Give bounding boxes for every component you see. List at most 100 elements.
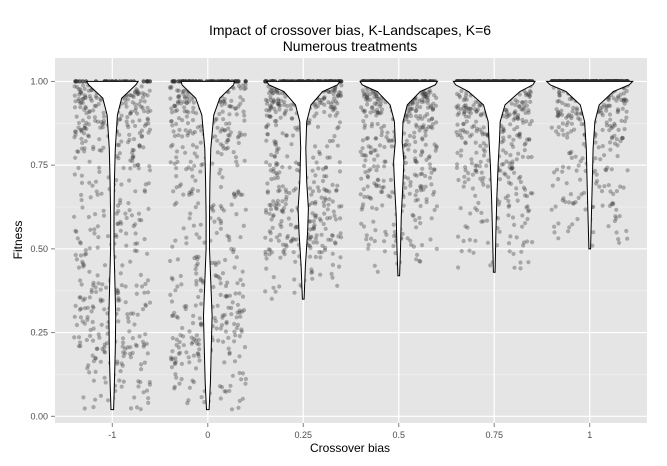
data-point [131, 154, 136, 159]
data-point [337, 160, 342, 165]
data-point [282, 110, 287, 115]
data-point [609, 167, 614, 172]
data-point [220, 143, 225, 148]
data-point [79, 197, 84, 203]
data-point [78, 127, 83, 132]
data-point [263, 207, 269, 213]
data-point [89, 290, 94, 295]
data-point [172, 310, 177, 315]
data-point [422, 99, 427, 104]
data-point [329, 105, 334, 110]
data-point [215, 138, 220, 143]
data-point [174, 121, 179, 127]
data-point [100, 298, 105, 303]
data-point [469, 106, 474, 111]
data-point [521, 120, 526, 125]
data-point [135, 405, 140, 410]
data-point [473, 163, 478, 168]
data-point [461, 98, 466, 103]
data-point [137, 131, 142, 136]
data-point [337, 204, 342, 209]
data-point [89, 287, 94, 292]
data-point [190, 378, 195, 383]
data-point [290, 116, 295, 121]
data-point [117, 378, 122, 383]
data-point [178, 182, 183, 187]
data-point [134, 87, 139, 92]
data-point [220, 109, 225, 114]
data-point [407, 191, 412, 196]
data-point [170, 123, 175, 128]
data-point [174, 185, 179, 190]
data-point [264, 256, 269, 261]
data-point [569, 129, 574, 134]
violin-shape [85, 80, 140, 411]
data-point [624, 98, 629, 103]
data-point [368, 196, 374, 201]
data-point [82, 125, 87, 131]
data-point [118, 228, 123, 233]
data-point [615, 107, 621, 112]
data-point [271, 87, 277, 92]
data-point [599, 189, 605, 194]
data-point [116, 296, 121, 301]
data-point [232, 194, 237, 200]
data-point [223, 294, 228, 299]
data-point [212, 219, 217, 224]
data-point [569, 155, 574, 160]
data-point [516, 176, 522, 181]
x-tick-label: 0.5 [392, 430, 405, 440]
data-point [266, 122, 271, 127]
data-point [575, 107, 580, 112]
data-point [426, 90, 431, 95]
data-point [307, 254, 313, 259]
data-point [592, 168, 598, 173]
data-point [199, 395, 204, 400]
data-point [600, 113, 605, 118]
data-point [139, 218, 144, 223]
data-point [86, 88, 91, 93]
data-point [420, 125, 425, 130]
data-point [616, 94, 621, 99]
data-point [612, 141, 618, 146]
violin-shape [180, 80, 236, 411]
data-point [518, 266, 523, 271]
data-point [174, 149, 180, 154]
data-point [276, 146, 281, 151]
data-point [170, 277, 175, 282]
data-point [133, 241, 138, 246]
data-point [237, 134, 242, 139]
data-point [362, 163, 367, 168]
data-point [136, 102, 142, 107]
data-point [147, 300, 153, 305]
data-point [523, 99, 528, 104]
data-point [525, 239, 530, 244]
data-point [330, 182, 335, 187]
data-point [454, 165, 459, 170]
data-point [423, 173, 428, 179]
data-point [410, 101, 415, 106]
data-point [275, 172, 280, 177]
data-point [465, 130, 470, 135]
data-point [115, 291, 120, 296]
data-point [190, 187, 195, 192]
x-tick-label: 0.25 [294, 430, 312, 440]
data-point [359, 105, 364, 110]
data-point [190, 340, 195, 345]
data-point [418, 105, 423, 110]
data-point [180, 118, 185, 123]
data-point [432, 207, 437, 213]
violin-shape [359, 80, 439, 277]
data-point [507, 249, 512, 254]
data-point [102, 350, 108, 355]
data-point [420, 92, 425, 97]
data-point [312, 213, 317, 218]
data-point [379, 110, 384, 115]
data-point [91, 305, 96, 310]
data-point [307, 121, 312, 126]
data-point [497, 229, 502, 234]
data-point [549, 207, 554, 212]
data-point [199, 321, 204, 326]
data-point [323, 196, 328, 201]
data-point [80, 96, 85, 102]
